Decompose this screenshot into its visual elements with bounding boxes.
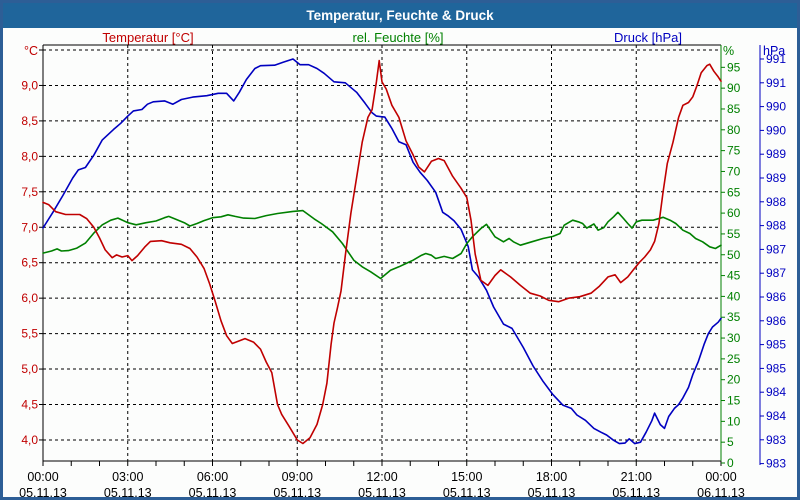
time-label: 03:00 bbox=[112, 470, 143, 484]
humidity-tick-label: 90 bbox=[727, 81, 741, 95]
date-label: 05.11.13 bbox=[104, 486, 152, 500]
humidity-tick-label: 10 bbox=[727, 414, 741, 428]
humidity-tick-label: 0 bbox=[727, 456, 734, 470]
humidity-tick-label: 15 bbox=[727, 394, 741, 408]
humidity-tick-label: 30 bbox=[727, 331, 741, 345]
temperature-tick-label: 9,0 bbox=[21, 78, 38, 92]
temperature-tick-label: 4,0 bbox=[21, 433, 38, 447]
pressure-tick-label: 985 bbox=[766, 361, 786, 375]
humidity-tick-label: 55 bbox=[727, 227, 741, 241]
time-label: 15:00 bbox=[451, 470, 482, 484]
temperature-tick-label: 8,0 bbox=[21, 149, 38, 163]
humidity-tick-label: 80 bbox=[727, 123, 741, 137]
pressure-curve bbox=[42, 58, 722, 445]
temperature-tick-label: 5,5 bbox=[21, 327, 38, 341]
pressure-tick-label: 988 bbox=[766, 219, 786, 233]
pressure-tick-label: 989 bbox=[766, 171, 786, 185]
pressure-tick-label: 991 bbox=[766, 76, 786, 90]
pressure-tick-label: 983 bbox=[766, 433, 786, 447]
temperature-tick-label: 7,5 bbox=[21, 185, 38, 199]
pressure-axis-unit: hPa bbox=[763, 44, 786, 58]
pressure-tick-label: 985 bbox=[766, 338, 786, 352]
date-label: 05.11.13 bbox=[19, 486, 67, 500]
time-label: 21:00 bbox=[621, 470, 652, 484]
legend-humidity: rel. Feuchte [%] bbox=[352, 30, 444, 45]
temperature-tick-label: 6,5 bbox=[21, 256, 38, 270]
time-label: 06:00 bbox=[197, 470, 228, 484]
pressure-tick-label: 990 bbox=[766, 100, 786, 114]
date-label: 05.11.13 bbox=[189, 486, 237, 500]
time-label: 18:00 bbox=[536, 470, 567, 484]
pressure-tick-label: 988 bbox=[766, 195, 786, 209]
humidity-tick-label: 65 bbox=[727, 185, 741, 199]
date-label: 05.11.13 bbox=[443, 486, 491, 500]
humidity-tick-label: 25 bbox=[727, 352, 741, 366]
pressure-tick-label: 986 bbox=[766, 314, 786, 328]
date-label: 05.11.13 bbox=[358, 486, 406, 500]
pressure-tick-label: 984 bbox=[766, 409, 786, 423]
humidity-axis-unit: % bbox=[723, 44, 735, 58]
pressure-tick-label: 990 bbox=[766, 123, 786, 137]
time-label: 00:00 bbox=[705, 470, 736, 484]
window-title: Temperatur, Feuchte & Druck bbox=[306, 8, 494, 23]
temperature-axis-unit: °C bbox=[23, 44, 38, 58]
pressure-tick-label: 991 bbox=[766, 52, 786, 66]
humidity-tick-label: 85 bbox=[727, 102, 741, 116]
pressure-tick-label: 987 bbox=[766, 266, 786, 280]
humidity-tick-label: 5 bbox=[727, 435, 734, 449]
temperature-tick-label: 4,5 bbox=[21, 398, 38, 412]
humidity-tick-label: 20 bbox=[727, 373, 741, 387]
date-label: 06.11.13 bbox=[697, 486, 745, 500]
temperature-tick-label: 6,0 bbox=[21, 291, 38, 305]
humidity-tick-label: 40 bbox=[727, 289, 741, 303]
humidity-tick-label: 45 bbox=[727, 269, 741, 283]
pressure-tick-label: 984 bbox=[766, 385, 786, 399]
time-label: 09:00 bbox=[282, 470, 313, 484]
humidity-tick-label: 35 bbox=[727, 310, 741, 324]
pressure-tick-label: 983 bbox=[766, 457, 786, 471]
title-bar: Temperatur, Feuchte & Druck bbox=[3, 3, 797, 28]
date-label: 05.11.13 bbox=[528, 486, 576, 500]
pressure-tick-label: 989 bbox=[766, 147, 786, 161]
temperature-tick-label: 8,5 bbox=[21, 114, 38, 128]
date-label: 05.11.13 bbox=[273, 486, 321, 500]
time-label: 12:00 bbox=[366, 470, 397, 484]
humidity-tick-label: 75 bbox=[727, 144, 741, 158]
pressure-tick-label: 986 bbox=[766, 290, 786, 304]
temperature-curve bbox=[42, 59, 722, 445]
temperature-tick-label: 7,0 bbox=[21, 220, 38, 234]
date-label: 05.11.13 bbox=[612, 486, 660, 500]
humidity-tick-label: 70 bbox=[727, 164, 741, 178]
humidity-tick-label: 60 bbox=[727, 206, 741, 220]
humidity-tick-label: 50 bbox=[727, 248, 741, 262]
pressure-tick-label: 987 bbox=[766, 242, 786, 256]
chart-canvas: 9,0 8,5 8,0 7,5 7,0 6,5 6,0 5,5 5,0 4,5 4,0 95 90 85 8… bbox=[19, 44, 786, 500]
legend-pressure: Druck [hPa] bbox=[614, 30, 682, 45]
temperature-tick-label: 5,0 bbox=[21, 362, 38, 376]
legend-temperature: Temperatur [°C] bbox=[102, 30, 194, 45]
time-label: 00:00 bbox=[27, 470, 58, 484]
humidity-curve bbox=[42, 209, 722, 280]
humidity-tick-label: 95 bbox=[727, 60, 741, 74]
